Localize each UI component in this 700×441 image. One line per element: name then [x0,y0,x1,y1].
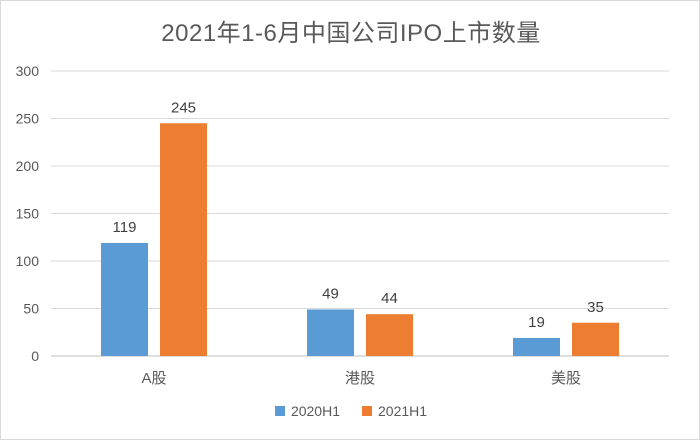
bar-2020h1-0 [101,242,148,356]
chart-legend: 2020H1 2021H1 [1,403,700,419]
data-label-2020h1-0: 119 [113,219,137,236]
y-tick-label-0: 0 [31,348,39,364]
y-tick-label-150: 150 [16,206,40,222]
y-tick-label-300: 300 [16,63,40,79]
legend-swatch-2020h1 [274,406,285,416]
x-tick-label-2: 美股 [551,370,581,387]
bar-2021h1-0 [160,123,207,356]
legend-swatch-2021h1 [362,406,372,416]
data-label-2021h1-0: 245 [171,99,196,116]
legend-label-2020h1: 2020H1 [290,403,340,419]
legend-label-2021h1: 2021H1 [378,403,428,419]
bar-2020h1-2 [513,337,560,356]
data-label-2021h1-1: 44 [381,290,398,307]
data-label-2021h1-2: 35 [587,299,604,316]
y-tick-label-200: 200 [16,158,40,174]
bar-2020h1-1 [307,309,354,356]
y-tick-label-50: 50 [23,301,39,317]
x-tick-label-0: A股 [141,370,166,387]
data-label-2020h1-1: 49 [322,285,339,302]
y-tick-label-250: 250 [16,111,40,127]
legend-item-2021h1: 2021H1 [362,403,427,419]
legend-item-2020h1: 2020H1 [274,403,340,419]
chart-title: 2021年1-6月中国公司IPO上市数量 [161,20,541,47]
data-label-2020h1-2: 19 [528,314,545,331]
bar-2021h1-1 [366,314,413,356]
bar-2021h1-2 [572,322,619,356]
y-tick-label-100: 100 [16,253,40,269]
x-tick-label-1: 港股 [345,370,375,387]
